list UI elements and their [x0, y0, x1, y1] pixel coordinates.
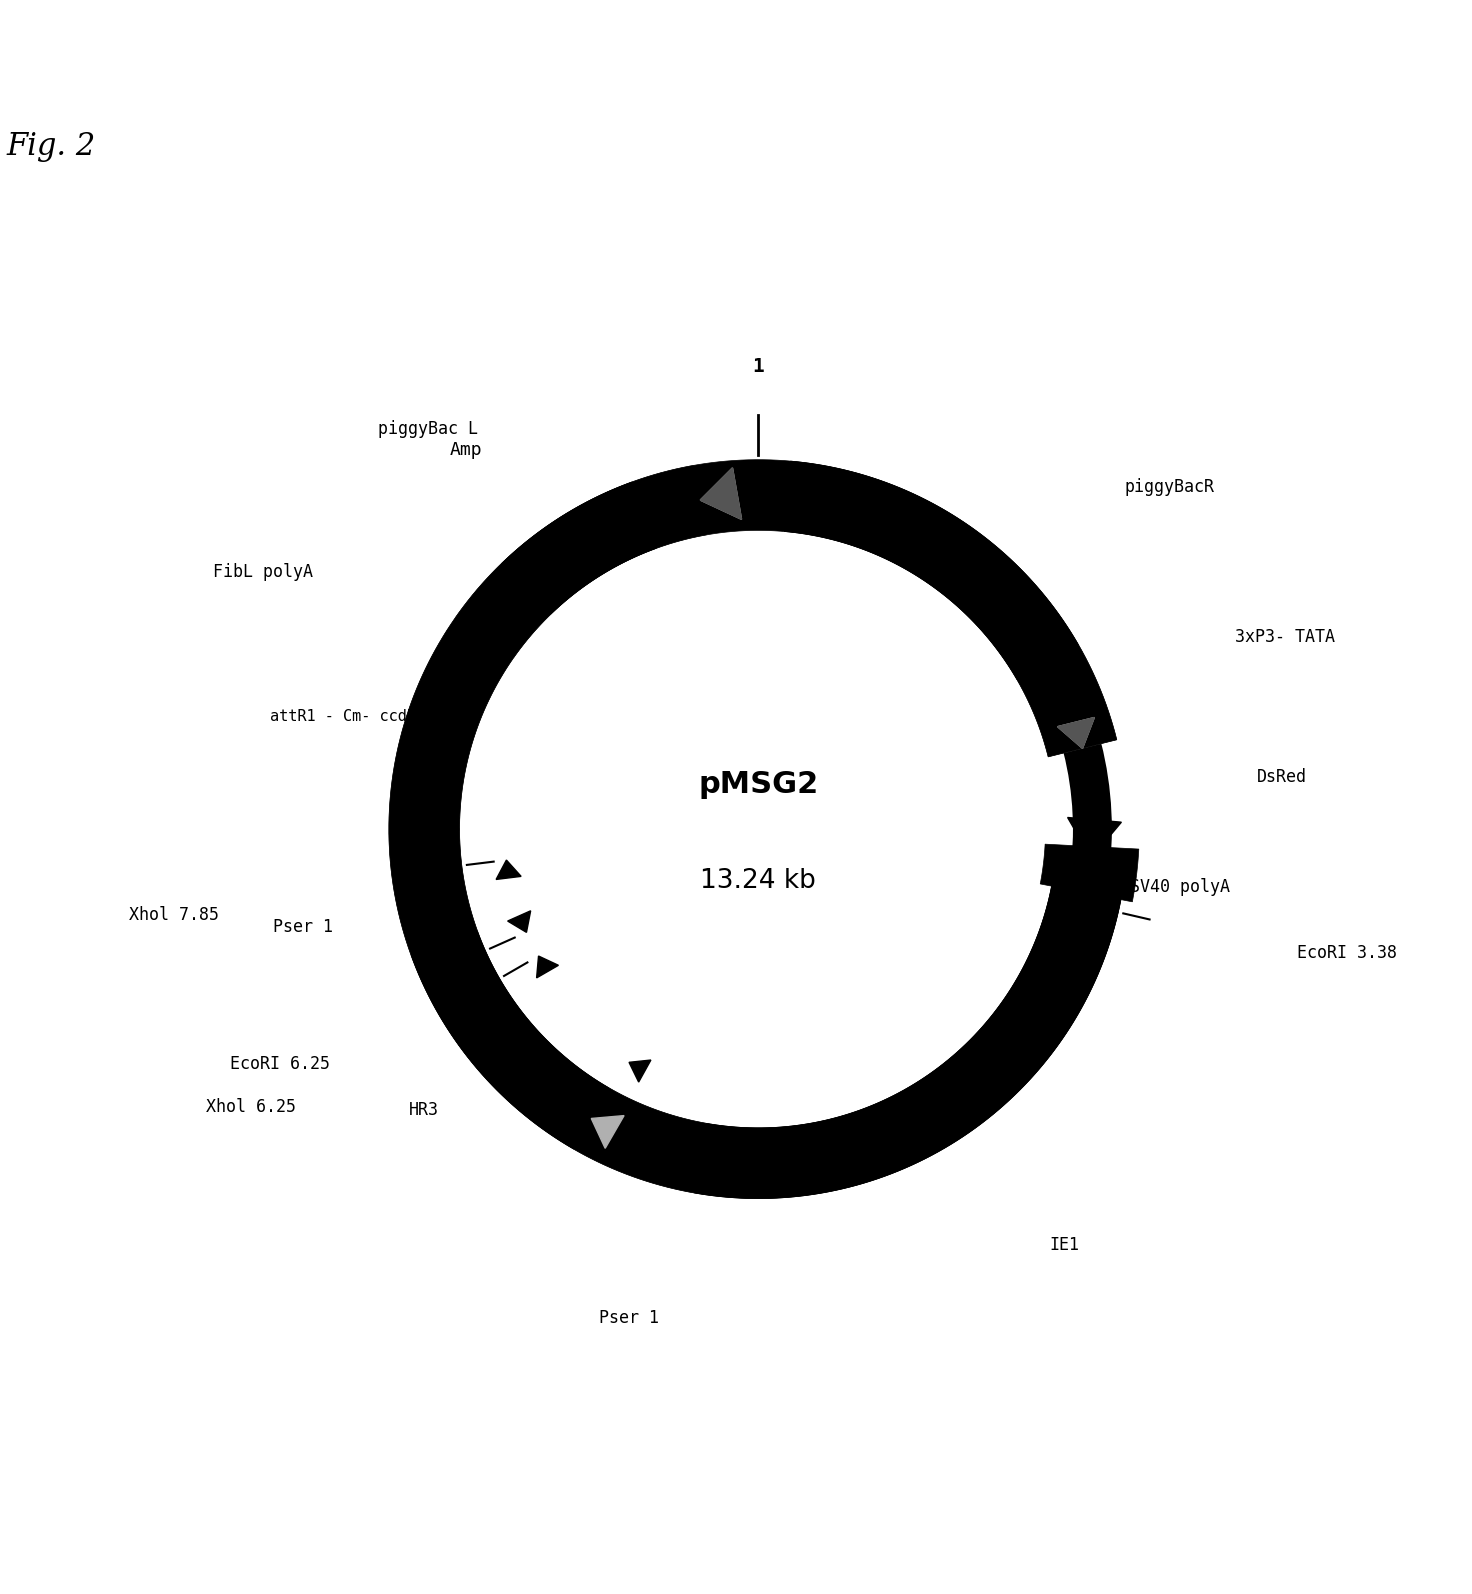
Polygon shape: [1005, 615, 1051, 662]
Text: Xhol 7.85: Xhol 7.85: [130, 905, 219, 923]
Polygon shape: [1041, 845, 1139, 902]
Text: IE1: IE1: [1050, 1235, 1079, 1254]
Text: 1: 1: [752, 357, 764, 376]
Text: SV40 polyA: SV40 polyA: [1130, 878, 1231, 896]
Text: Pser 1: Pser 1: [272, 918, 333, 936]
Polygon shape: [701, 469, 742, 520]
Text: DsRed: DsRed: [1257, 768, 1307, 786]
Polygon shape: [785, 461, 970, 585]
Polygon shape: [629, 1060, 651, 1082]
Polygon shape: [537, 956, 558, 977]
Text: Fig. 2: Fig. 2: [7, 131, 96, 163]
Polygon shape: [592, 1116, 624, 1148]
Polygon shape: [1057, 717, 1094, 748]
Text: EcoRI 6.25: EcoRI 6.25: [230, 1055, 330, 1073]
Polygon shape: [1057, 717, 1094, 748]
Polygon shape: [695, 886, 1122, 1199]
Text: Amp: Amp: [450, 440, 483, 459]
Polygon shape: [389, 633, 505, 861]
Text: piggyBac L: piggyBac L: [378, 421, 478, 438]
Polygon shape: [496, 861, 521, 880]
Text: pMSG2: pMSG2: [698, 770, 818, 799]
Polygon shape: [701, 469, 742, 520]
Text: 13.24 kb: 13.24 kb: [701, 867, 817, 894]
Text: FibL polyA: FibL polyA: [213, 563, 314, 582]
Text: attR1 - Cm- ccdB- attR2: attR1 - Cm- ccdB- attR2: [269, 709, 480, 724]
Polygon shape: [574, 1087, 707, 1192]
Polygon shape: [1017, 644, 1117, 757]
Text: 3xP3- TATA: 3xP3- TATA: [1235, 628, 1335, 646]
Polygon shape: [930, 526, 1079, 679]
Polygon shape: [456, 465, 707, 658]
Text: piggyBacR: piggyBacR: [1125, 478, 1214, 496]
Polygon shape: [599, 504, 645, 553]
Text: Xhol 6.25: Xhol 6.25: [206, 1098, 296, 1116]
Polygon shape: [445, 563, 551, 671]
Polygon shape: [389, 459, 1126, 1199]
Polygon shape: [390, 854, 477, 955]
Text: HR3: HR3: [409, 1101, 439, 1119]
Polygon shape: [1067, 818, 1122, 858]
Polygon shape: [508, 910, 530, 932]
Polygon shape: [502, 481, 657, 614]
Polygon shape: [411, 931, 609, 1149]
Text: Pser 1: Pser 1: [599, 1309, 659, 1326]
Text: EcoRI 3.38: EcoRI 3.38: [1297, 944, 1397, 963]
Polygon shape: [701, 1138, 743, 1191]
